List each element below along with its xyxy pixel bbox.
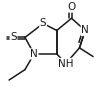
- Text: O: O: [67, 2, 76, 12]
- Text: N: N: [81, 25, 89, 35]
- Text: N: N: [30, 49, 38, 59]
- Text: S: S: [10, 32, 17, 42]
- Text: S: S: [40, 19, 46, 28]
- Text: NH: NH: [58, 59, 74, 68]
